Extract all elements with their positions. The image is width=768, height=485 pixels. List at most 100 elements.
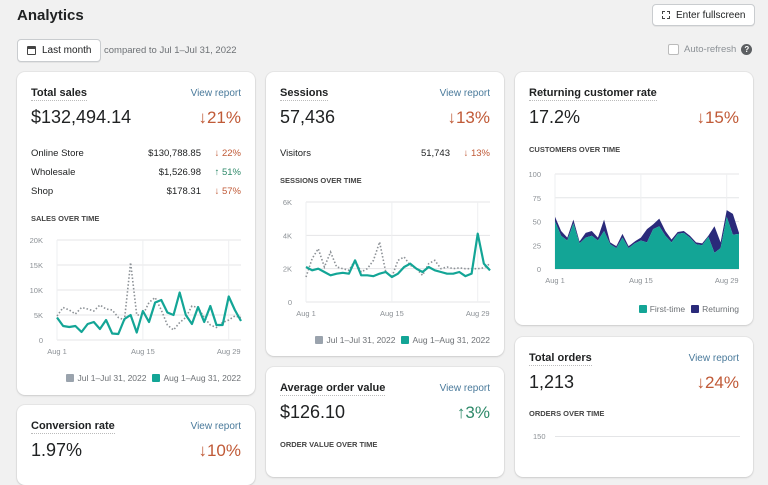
legend-previous: Jul 1–Jul 31, 2022 bbox=[66, 373, 146, 383]
gridline bbox=[555, 436, 740, 437]
y-tick-label: 150 bbox=[533, 432, 546, 441]
x-tick-label: Aug 29 bbox=[715, 276, 739, 285]
y-tick-label: 0 bbox=[39, 336, 43, 345]
sales-chart: 0 5K 10K 15K 20K Aug 1 Aug 15 Aug 29 bbox=[30, 236, 242, 356]
chart-legend: Jul 1–Jul 31, 2022 Aug 1–Aug 31, 2022 bbox=[66, 373, 241, 383]
compare-text: compared to Jul 1–Jul 31, 2022 bbox=[104, 45, 237, 56]
card-title: Total sales bbox=[31, 87, 88, 101]
auto-refresh-toggle[interactable]: Auto-refresh ? bbox=[668, 44, 753, 55]
returning-area bbox=[555, 210, 739, 253]
total-orders-card: Total orders View report 1,213 ↓24% ORDE… bbox=[515, 337, 753, 477]
auto-refresh-checkbox[interactable] bbox=[668, 44, 679, 55]
chart-title: SESSIONS OVER TIME bbox=[280, 176, 362, 185]
x-tick-label: Aug 15 bbox=[629, 276, 653, 285]
card-title: Returning customer rate bbox=[529, 87, 657, 101]
y-tick-label: 75 bbox=[533, 194, 541, 203]
row-label: Visitors bbox=[280, 148, 311, 159]
chart-legend: Jul 1–Jul 31, 2022 Aug 1–Aug 31, 2022 bbox=[315, 335, 490, 345]
x-tick-label: Aug 1 bbox=[545, 276, 565, 285]
chart-title: CUSTOMERS OVER TIME bbox=[529, 145, 621, 154]
row-value: 51,743 bbox=[420, 148, 450, 159]
breakdown-row: Shop $178.31 ↓ 57% bbox=[31, 186, 241, 197]
breakdown-row: Visitors 51,743 ↓ 13% bbox=[280, 148, 490, 159]
fullscreen-icon bbox=[662, 11, 670, 19]
y-tick-label: 15K bbox=[30, 261, 43, 270]
legend-current: Aug 1–Aug 31, 2022 bbox=[152, 373, 241, 383]
x-tick-label: Aug 1 bbox=[296, 309, 316, 318]
calendar-icon bbox=[27, 46, 36, 55]
x-tick-label: Aug 1 bbox=[47, 347, 67, 356]
y-tick-label: 25 bbox=[533, 241, 541, 250]
customers-chart: 0 25 50 75 100 Aug 1 Aug 15 Aug 29 bbox=[528, 170, 739, 285]
metric-value: 1,213 bbox=[529, 372, 575, 392]
metric-change: ↑3% bbox=[456, 403, 490, 422]
y-tick-label: 5K bbox=[34, 311, 43, 320]
view-report-link[interactable]: View report bbox=[688, 353, 739, 364]
metric-value: 17.2% bbox=[529, 107, 581, 127]
metric-change: ↓13% bbox=[447, 108, 490, 127]
y-tick-label: 100 bbox=[528, 170, 541, 179]
enter-fullscreen-button[interactable]: Enter fullscreen bbox=[652, 4, 756, 26]
metric-change: ↓21% bbox=[198, 108, 241, 127]
chart-legend: First-time Returning bbox=[638, 304, 739, 314]
metric-change: ↓24% bbox=[696, 373, 739, 392]
metric-value: 1.97% bbox=[31, 440, 83, 460]
metric-change: ↓10% bbox=[198, 441, 241, 460]
row-label: Shop bbox=[31, 186, 54, 197]
row-value: $130,788.85 bbox=[148, 148, 201, 159]
y-tick-label: 50 bbox=[533, 218, 541, 227]
view-report-link[interactable]: View report bbox=[439, 88, 490, 99]
card-title: Average order value bbox=[280, 382, 386, 396]
page-title: Analytics bbox=[17, 7, 84, 24]
y-tick-label: 20K bbox=[30, 236, 43, 245]
x-tick-label: Aug 15 bbox=[131, 347, 155, 356]
row-change: ↓ 13% bbox=[463, 148, 490, 159]
y-tick-label: 0 bbox=[288, 298, 292, 307]
metric-value: 57,436 bbox=[280, 107, 336, 127]
conversion-rate-card: Conversion rate View report 1.97% ↓10% bbox=[17, 405, 255, 485]
card-title: Sessions bbox=[280, 87, 329, 101]
row-label: Online Store bbox=[31, 148, 84, 159]
y-tick-label: 4K bbox=[283, 231, 292, 240]
view-report-link[interactable]: View report bbox=[190, 88, 241, 99]
sessions-card: Sessions View report 57,436 ↓13% Visitor… bbox=[266, 72, 504, 356]
breakdown-row: Wholesale $1,526.98 ↑ 51% bbox=[31, 167, 241, 178]
series-line-dotted bbox=[56, 262, 242, 332]
chart-title: ORDER VALUE OVER TIME bbox=[280, 440, 378, 449]
row-value: $178.31 bbox=[166, 186, 201, 197]
y-tick-label: 2K bbox=[283, 265, 292, 274]
x-tick-label: Aug 29 bbox=[466, 309, 490, 318]
row-change: ↓ 57% bbox=[214, 186, 241, 197]
x-tick-label: Aug 15 bbox=[380, 309, 404, 318]
card-title: Total orders bbox=[529, 352, 592, 366]
breakdown-row: Online Store $130,788.85 ↓ 22% bbox=[31, 148, 241, 159]
row-value: $1,526.98 bbox=[158, 167, 201, 178]
row-change: ↑ 51% bbox=[214, 167, 241, 178]
help-icon[interactable]: ? bbox=[741, 44, 753, 55]
metric-change: ↓15% bbox=[696, 108, 739, 127]
average-order-value-card: Average order value View report $126.10 … bbox=[266, 367, 504, 477]
date-range-button[interactable]: Last month bbox=[17, 39, 102, 62]
legend-first-time: First-time bbox=[638, 304, 685, 314]
view-report-link[interactable]: View report bbox=[439, 383, 490, 394]
returning-customer-rate-card: Returning customer rate 17.2% ↓15% CUSTO… bbox=[515, 72, 753, 325]
legend-previous: Jul 1–Jul 31, 2022 bbox=[315, 335, 395, 345]
fullscreen-label: Enter fullscreen bbox=[676, 9, 746, 21]
metric-value: $132,494.14 bbox=[31, 107, 132, 127]
card-title: Conversion rate bbox=[31, 420, 115, 434]
view-report-link[interactable]: View report bbox=[190, 421, 241, 432]
total-sales-card: Total sales View report $132,494.14 ↓21%… bbox=[17, 72, 255, 395]
row-change: ↓ 22% bbox=[214, 148, 241, 159]
series-line-solid bbox=[56, 291, 242, 336]
legend-returning: Returning bbox=[691, 304, 739, 314]
series-line-solid bbox=[305, 232, 491, 279]
y-tick-label: 6K bbox=[283, 198, 292, 207]
chart-title: ORDERS OVER TIME bbox=[529, 409, 605, 418]
first-time-area bbox=[555, 216, 739, 269]
row-label: Wholesale bbox=[31, 167, 76, 178]
y-tick-label: 10K bbox=[30, 286, 43, 295]
series-line-dotted bbox=[305, 238, 491, 279]
y-tick-label: 0 bbox=[537, 265, 541, 274]
metric-value: $126.10 bbox=[280, 402, 346, 422]
auto-refresh-label: Auto-refresh bbox=[684, 44, 737, 55]
